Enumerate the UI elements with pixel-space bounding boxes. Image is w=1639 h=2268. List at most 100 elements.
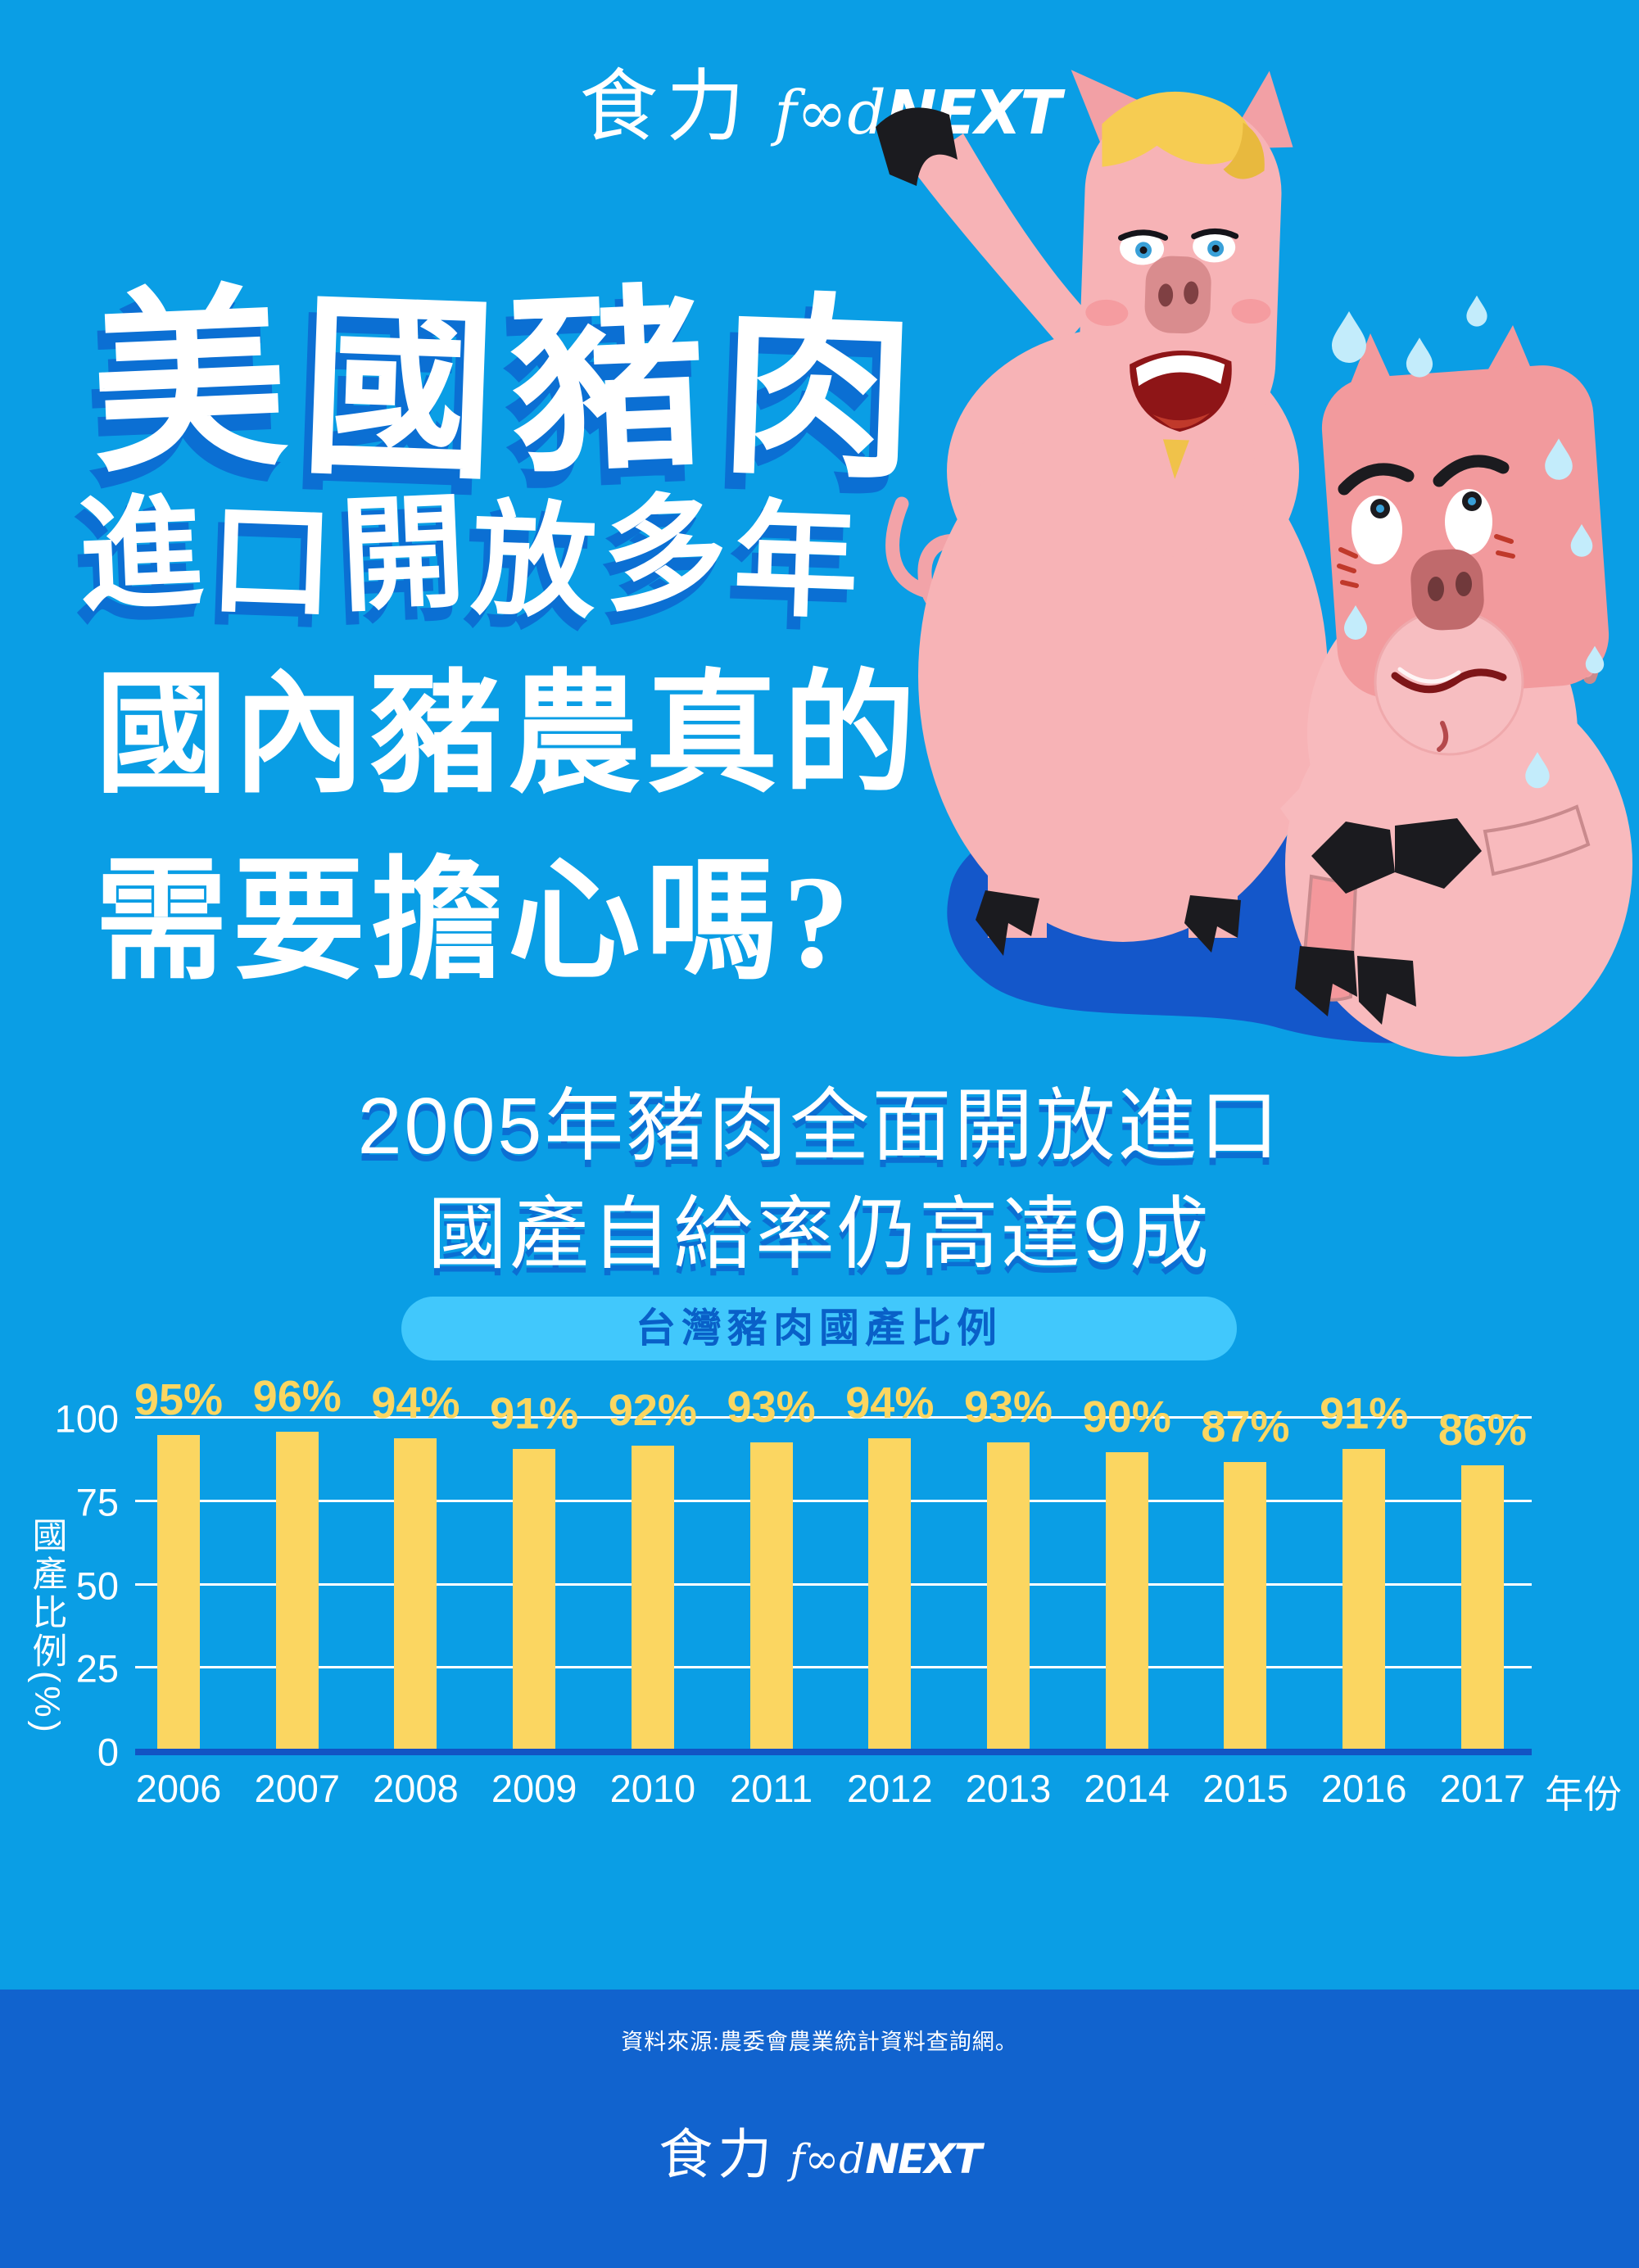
x-axis-title: 年份 xyxy=(1545,1772,1622,1816)
x-tick-2017: 2017 xyxy=(1439,1767,1526,1810)
worried-pig-snout xyxy=(1410,549,1484,631)
bar-value-2014: 90% xyxy=(1082,1392,1171,1442)
y-tick-50: 50 xyxy=(75,1564,119,1607)
bar-2007 xyxy=(275,1432,319,1752)
bar-value-2016: 91% xyxy=(1320,1388,1409,1438)
bar-column-2014: 90% 2014 xyxy=(1083,1392,1171,1810)
x-tick-2009: 2009 xyxy=(491,1767,577,1810)
bar-column-2012: 94% 2012 xyxy=(845,1378,934,1810)
footer-logo-next: NEXT xyxy=(865,2135,982,2183)
section-heading-line1: 2005年豬肉全面開放進口 xyxy=(357,1081,1282,1170)
hero-title-line2: 進口開放多年 xyxy=(75,482,867,634)
chart-title-badge-label: 台灣豬肉國產比例 xyxy=(635,1306,1003,1351)
bar-2012 xyxy=(868,1438,912,1752)
x-tick-2010: 2010 xyxy=(609,1767,696,1810)
bar-2011 xyxy=(749,1442,793,1752)
y-tick-100: 100 xyxy=(54,1397,119,1441)
bar-column-2010: 92% 2010 xyxy=(609,1386,697,1810)
worried-pig-stress-marks xyxy=(1337,534,1515,588)
pigs-illustration xyxy=(876,70,1632,1057)
bar-column-2013: 93% 2013 xyxy=(964,1383,1053,1811)
bar-column-2016: 91% 2016 xyxy=(1320,1389,1408,1810)
worried-pig-forearm-right xyxy=(1483,804,1591,876)
worried-pig-hands xyxy=(1311,818,1482,894)
footer-logo-cjk: 食力 xyxy=(659,2125,777,2185)
brand-logo-cjk: 食力 xyxy=(579,63,754,151)
bar-2016 xyxy=(1342,1448,1386,1752)
gridline-50 xyxy=(135,1582,1532,1586)
worried-pig-hoof-left xyxy=(1295,946,1357,1016)
y-axis-ticks: 0 25 50 75 100 xyxy=(25,1397,119,1774)
bar-column-2009: 91% 2009 xyxy=(490,1389,578,1810)
footer-brand-logo: 食力 f∞dNEXT xyxy=(0,2111,1639,2189)
brand-logo-food: f∞d xyxy=(774,78,886,148)
worried-pig xyxy=(1280,295,1632,1057)
bar-column-2008: 94% 2008 xyxy=(371,1378,460,1810)
bar-2013 xyxy=(987,1442,1030,1752)
footer-band: 資料來源:農委會農業統計資料查詢網。 食力 f∞dNEXT xyxy=(0,1990,1639,2268)
x-tick-2015: 2015 xyxy=(1202,1767,1288,1810)
happy-pig-hair-swoosh xyxy=(1223,122,1265,179)
bar-2015 xyxy=(1224,1461,1267,1752)
bar-value-2008: 94% xyxy=(371,1378,460,1428)
x-tick-2012: 2012 xyxy=(847,1767,933,1810)
worried-pig-hoof-right xyxy=(1357,956,1416,1025)
bar-2009 xyxy=(513,1448,556,1752)
happy-pig-blush-left xyxy=(1085,299,1129,326)
sweat-drops xyxy=(1332,295,1605,789)
y-tick-75: 75 xyxy=(75,1480,119,1524)
bar-column-2017: 86% 2017 xyxy=(1438,1406,1527,1810)
happy-pig xyxy=(876,70,1328,956)
x-tick-2014: 2014 xyxy=(1084,1767,1170,1810)
bar-2017 xyxy=(1460,1464,1504,1752)
y-axis-title: 國產比例(%) xyxy=(27,1517,66,1736)
x-tick-2007: 2007 xyxy=(254,1767,340,1810)
x-axis-baseline xyxy=(135,1749,1532,1755)
happy-pig-snout xyxy=(1144,256,1211,334)
gridline-100 xyxy=(135,1416,1532,1419)
x-tick-2013: 2013 xyxy=(965,1767,1052,1810)
happy-pig-hair xyxy=(1102,91,1256,167)
bar-value-2011: 93% xyxy=(727,1382,816,1432)
happy-pig-eye-left xyxy=(1118,229,1169,265)
bar-value-2012: 94% xyxy=(845,1378,935,1428)
happy-pig-arm xyxy=(912,134,1090,348)
x-tick-2016: 2016 xyxy=(1320,1767,1407,1810)
happy-pig-mouth xyxy=(1130,351,1232,432)
bar-value-2009: 91% xyxy=(490,1388,579,1438)
hero-title-line1: 美國豬肉 xyxy=(87,269,935,503)
y-tick-25: 25 xyxy=(75,1646,119,1691)
bar-2014 xyxy=(1105,1451,1148,1752)
chart-plot: 95% 2006 96% 2007 94% 2008 91% 2009 92% 2010 93% 20… xyxy=(134,1372,1532,1811)
footer-logo-food: f∞d xyxy=(790,2135,866,2183)
worried-pig-brow-right xyxy=(1433,455,1510,487)
gridline-75 xyxy=(135,1499,1532,1502)
chart-bars: 95% 2006 96% 2007 94% 2008 91% 2009 92% 2010 93% 20… xyxy=(134,1372,1527,1811)
happy-pig-hoof-right xyxy=(1184,895,1241,953)
bar-column-2007: 96% 2007 xyxy=(253,1372,342,1810)
happy-pig-nostril-left xyxy=(1158,283,1174,307)
worried-pig-nostril-left xyxy=(1428,577,1444,601)
happy-pig-goatee xyxy=(1162,439,1189,479)
worried-pig-brow-left xyxy=(1338,463,1415,496)
x-tick-2006: 2006 xyxy=(135,1767,222,1810)
happy-pig-hoof-left xyxy=(976,890,1039,956)
happy-pig-blush-right xyxy=(1231,299,1271,324)
bar-value-2013: 93% xyxy=(963,1382,1053,1432)
x-tick-2008: 2008 xyxy=(373,1767,459,1810)
gridline-25 xyxy=(135,1666,1532,1669)
happy-pig-body xyxy=(918,410,1328,942)
worried-pig-mouth xyxy=(1391,667,1507,752)
happy-pig-ear-left xyxy=(1071,70,1156,149)
bar-value-2007: 96% xyxy=(252,1372,342,1422)
bar-value-2010: 92% xyxy=(608,1385,697,1435)
happy-pig-arm-hoof xyxy=(876,107,958,186)
x-tick-2011: 2011 xyxy=(730,1767,813,1810)
section-heading-line2: 國產自給率仍高達9成 xyxy=(428,1189,1211,1279)
worried-pig-nostril-right xyxy=(1456,572,1472,596)
bar-2010 xyxy=(631,1445,674,1752)
bar-value-2017: 86% xyxy=(1438,1405,1527,1455)
bar-value-2015: 87% xyxy=(1201,1401,1290,1451)
bar-column-2006: 95% 2006 xyxy=(134,1375,223,1810)
worried-pig-eye-right xyxy=(1445,489,1492,555)
